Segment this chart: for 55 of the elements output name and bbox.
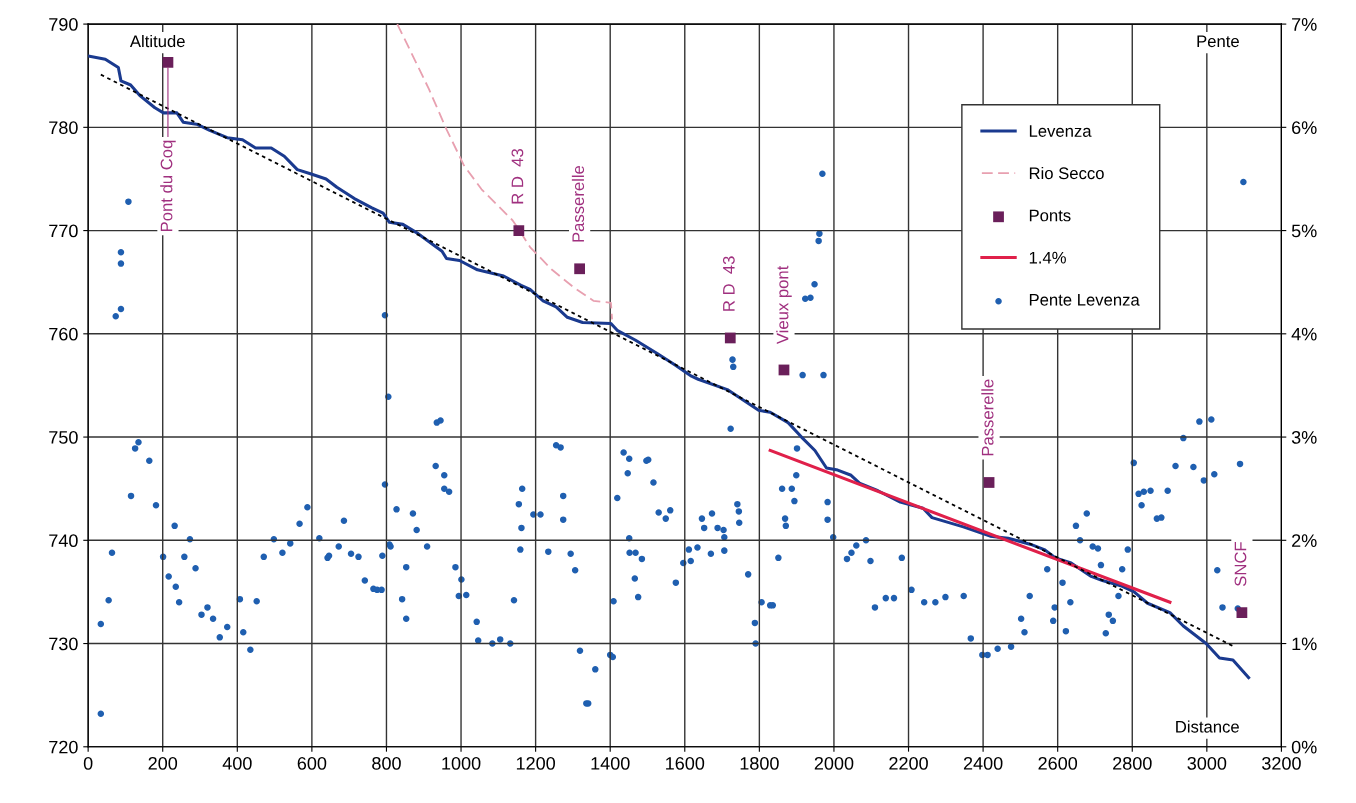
y2-tick-label: 3% xyxy=(1291,431,1317,444)
annotation: R D 43 xyxy=(511,149,524,204)
x-tick-label: 600 xyxy=(297,756,327,770)
x-axis-title: Distance xyxy=(1176,720,1239,733)
point xyxy=(162,56,174,68)
point xyxy=(1236,607,1248,618)
y2-tick-label: 1% xyxy=(1292,637,1317,651)
legend-label: Pente Levenza xyxy=(1029,294,1140,306)
x-tick-label: 1000 xyxy=(442,756,481,770)
point xyxy=(983,477,995,488)
y2-tick-label: 4% xyxy=(1291,327,1317,341)
point xyxy=(513,225,525,236)
legend-label: Ponts xyxy=(1029,209,1071,222)
annotation: Pont du Coq xyxy=(160,140,176,232)
y2-tick-label: 7% xyxy=(1292,18,1317,31)
legend-label: Rio Secco xyxy=(1029,166,1104,180)
x-tick-label: 1400 xyxy=(591,756,630,770)
annotation: Passerelle xyxy=(981,379,994,456)
x-tick-label: 400 xyxy=(222,756,252,770)
y2-tick-label: 2% xyxy=(1292,534,1317,547)
x-tick-label: 2600 xyxy=(1038,756,1078,770)
y-axis-title: Altitude xyxy=(129,34,185,48)
x-tick-label: 2000 xyxy=(814,756,854,770)
y2-axis-title: Pente xyxy=(1197,35,1239,48)
y-tick-label: 770 xyxy=(49,224,78,238)
line-series xyxy=(396,24,613,321)
x-tick-label: 1600 xyxy=(666,756,705,770)
point xyxy=(724,332,736,344)
y-tick-label: 760 xyxy=(49,327,78,341)
legend-label: Levenza xyxy=(1029,125,1092,137)
x-tick-label: 2800 xyxy=(1113,756,1152,770)
y-tick-label: 740 xyxy=(49,534,78,548)
y2-tick-label: 6% xyxy=(1292,121,1317,135)
x-tick-label: 800 xyxy=(372,756,401,770)
annotation: SNCF xyxy=(1234,542,1247,587)
x-tick-label: 3200 xyxy=(1262,756,1301,770)
x-tick-label: 200 xyxy=(148,756,178,770)
y-tick-label: 790 xyxy=(49,18,78,31)
point xyxy=(574,263,585,275)
y-tick-label: 750 xyxy=(49,431,78,444)
x-tick-label: 1800 xyxy=(740,756,779,770)
legend-label: 1.4% xyxy=(1029,251,1066,264)
y-tick-label: 730 xyxy=(49,637,78,651)
x-tick-label: 2400 xyxy=(963,756,1003,770)
y2-tick-label: 5% xyxy=(1291,224,1317,238)
annotation: R D 43 xyxy=(722,256,735,311)
annotation: Vieux pont xyxy=(776,265,792,345)
y2-tick-label: 0% xyxy=(1291,740,1317,754)
x-tick-label: 0 xyxy=(83,756,93,770)
x-tick-label: 3000 xyxy=(1187,756,1227,770)
annotation: Passerelle xyxy=(571,165,585,242)
x-tick-label: 1200 xyxy=(516,756,555,770)
y-tick-label: 780 xyxy=(49,121,78,135)
y-tick-label: 720 xyxy=(49,740,78,754)
x-tick-label: 2200 xyxy=(889,756,928,770)
